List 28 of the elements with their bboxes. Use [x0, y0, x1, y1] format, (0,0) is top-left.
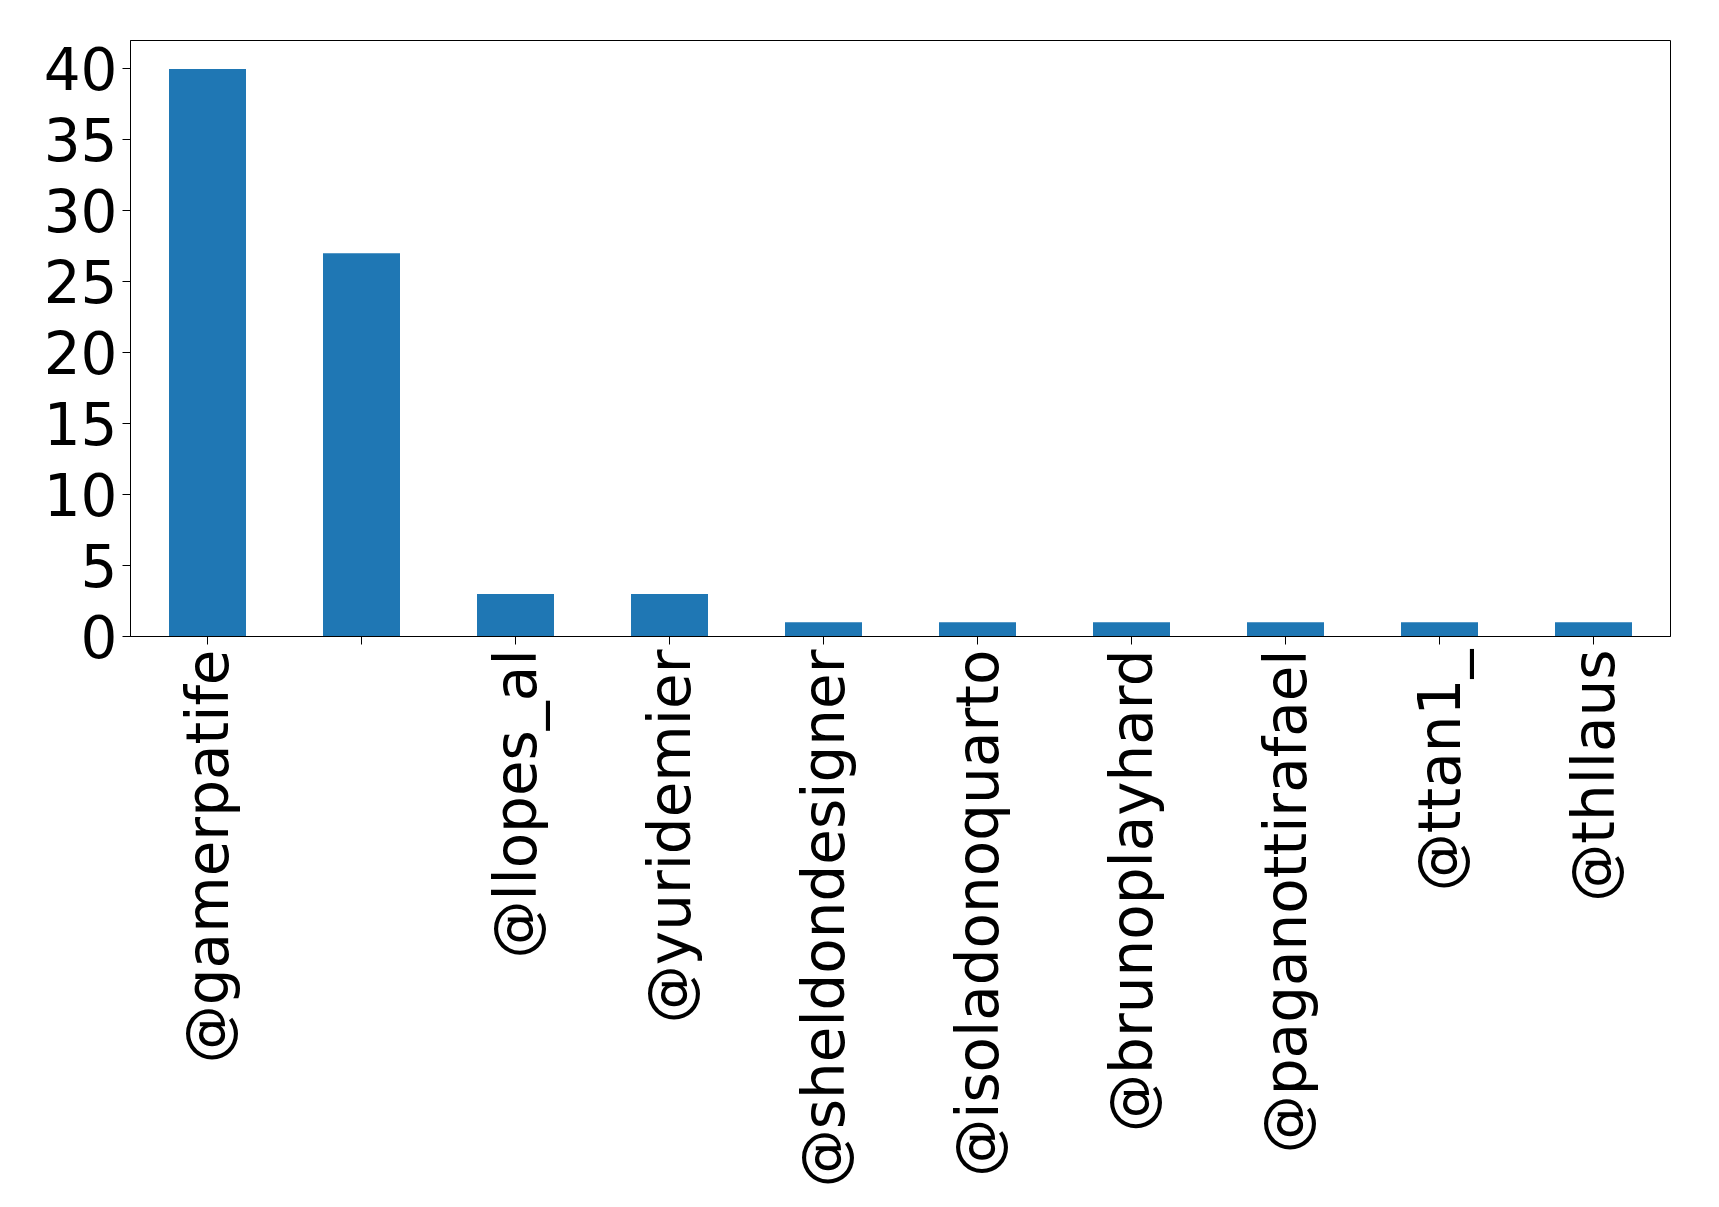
bar [1247, 622, 1324, 637]
x-tick-label: @ttan1_ [1405, 648, 1474, 892]
x-tick-label: @llopes_al [481, 649, 550, 959]
x-tick-label: @brunoplayhard [1097, 649, 1166, 1132]
x-tick-label: @paganottirafael [1251, 649, 1320, 1154]
bar [169, 68, 246, 637]
bar [939, 622, 1016, 637]
x-tick-label: @gamerpatife [173, 649, 242, 1064]
y-tick-label: 15 [43, 391, 118, 460]
bar [1555, 622, 1632, 637]
x-tick-label: @isoladonoquarto [943, 649, 1012, 1177]
y-tick-label: 30 [43, 178, 118, 247]
bar [477, 593, 554, 637]
y-tick-label: 35 [43, 107, 118, 176]
bar [323, 253, 400, 637]
y-tick-label: 10 [43, 462, 118, 531]
y-tick-label: 0 [80, 604, 118, 672]
bar [1401, 622, 1478, 637]
bar [785, 622, 862, 637]
y-tick-label: 25 [43, 249, 118, 318]
bar [1093, 622, 1170, 637]
bar [631, 593, 708, 637]
x-tick-label: @yuridemier [635, 649, 704, 1024]
x-tick-label: @sheldondesigner [789, 649, 858, 1188]
x-tick-label: @thllaus [1559, 649, 1628, 902]
y-tick-label: 20 [43, 320, 118, 389]
y-tick-label: 5 [80, 533, 118, 602]
y-tick-label: 40 [43, 36, 118, 105]
